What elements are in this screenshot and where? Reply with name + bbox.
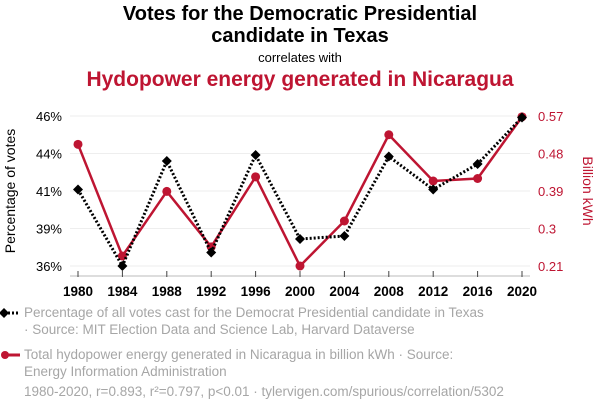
footer-stats: 1980-2020, r=0.893, r²=0.797, p<0.01 · t… — [24, 384, 504, 399]
y-right-tick-label: 0.57 — [538, 109, 563, 124]
x-tick-label: 1988 — [152, 284, 183, 299]
x-tick-label: 1992 — [196, 284, 226, 299]
chart-title: Votes for the Democratic Presidential ca… — [0, 3, 600, 47]
x-tick-label: 1984 — [107, 284, 138, 299]
series-votes-point — [161, 156, 172, 166]
chart-title-secondary: Hydopower energy generated in Nicaragua — [86, 68, 514, 91]
series-hydropower-point — [473, 174, 483, 183]
y-right-tick-label: 0.39 — [538, 184, 563, 199]
series-votes-point — [517, 112, 527, 123]
y-left-tick-label: 36% — [36, 259, 62, 274]
legend-votes-line2: · Source: MIT Election Data and Science … — [24, 322, 415, 337]
y-right-tick-label: 0.3 — [538, 222, 556, 237]
chart-area: 46% 44% 41% 39% 36% 0.57 0.48 0.39 0.3 0.21 Percen… — [2, 109, 596, 299]
y-right-tick-label: 0.21 — [538, 259, 563, 274]
y-right-tick-label: 0.48 — [538, 147, 563, 162]
diamond-dotted-line-icon — [0, 308, 20, 318]
series-votes-point — [383, 151, 394, 162]
x-tick-label: 2016 — [463, 284, 494, 299]
series-hydropower-point — [295, 261, 305, 271]
series-hydropower-point — [384, 130, 394, 140]
legend-item-hydropower: Total hydopower energy generated in Nica… — [1, 346, 454, 380]
x-tick-label: 1996 — [241, 284, 272, 299]
series-hydropower-point — [339, 216, 349, 226]
y-left-tick-label: 46% — [36, 109, 62, 124]
y-left-tick-label: 44% — [36, 147, 62, 162]
x-tick-label: 1980 — [63, 284, 93, 299]
y-right-axis-label: Billion kWh — [580, 156, 596, 225]
series-votes-point — [73, 184, 83, 195]
y-left-tick-label: 41% — [36, 184, 62, 199]
circle-solid-line-icon — [1, 351, 20, 359]
series-votes-line — [76, 116, 524, 270]
series-hydropower-point — [73, 139, 83, 149]
title-line-1: Votes for the Democratic Presidential — [122, 3, 478, 25]
x-tick-label: 2008 — [374, 284, 405, 299]
series-votes-point — [472, 159, 483, 169]
x-tick-label: 2012 — [418, 284, 448, 299]
series-votes-point — [117, 261, 128, 271]
y-left-axis-label: Percentage of votes — [2, 129, 18, 254]
legend-hydropower-line2: Energy Information Administration — [24, 364, 227, 379]
series-votes-point — [295, 234, 305, 244]
series-votes-point — [250, 150, 261, 160]
x-tick-label: 2004 — [329, 284, 360, 299]
y-left-tick-label: 39% — [36, 222, 62, 237]
x-tick-label: 2020 — [507, 284, 537, 299]
title-line-2: candidate in Texas — [211, 25, 389, 47]
legend-item-votes: Percentage of all votes cast for the Dem… — [0, 304, 484, 338]
series-hydropower-point — [251, 172, 261, 182]
chart-subtitle: correlates with — [258, 50, 342, 65]
series-hydropower-point — [162, 186, 172, 196]
x-tick-label: 2000 — [285, 284, 315, 299]
series-hydropower-point — [428, 176, 438, 186]
series-votes-point — [206, 247, 217, 258]
series-votes-point — [428, 184, 439, 195]
legend-hydropower-line1: Total hydopower energy generated in Nica… — [24, 347, 454, 362]
series-votes-point — [339, 231, 350, 241]
legend-votes-line1: Percentage of all votes cast for the Dem… — [24, 305, 484, 320]
